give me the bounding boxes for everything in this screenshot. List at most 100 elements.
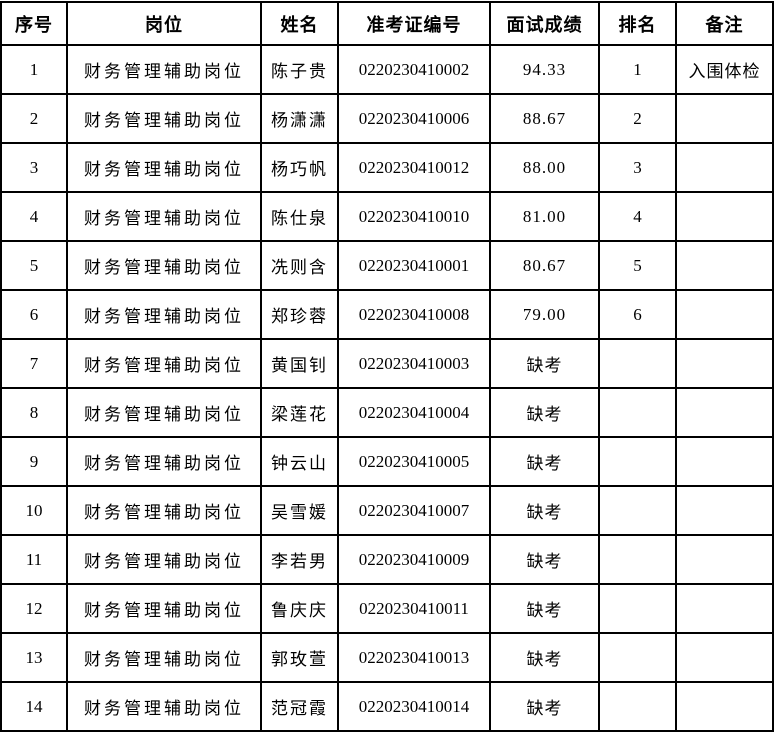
cell-exam-id: 0220230410004: [337, 387, 491, 438]
cell-remark: [675, 583, 774, 634]
cell-position: 财务管理辅助岗位: [66, 387, 262, 438]
cell-candidate-name: 范冠霞: [260, 681, 339, 732]
cell-rank: 2: [598, 93, 677, 144]
cell-exam-id: 0220230410012: [337, 142, 491, 193]
table-row: 2 财务管理辅助岗位 杨潇潇 0220230410006 88.67 2: [0, 93, 774, 144]
cell-rank: 4: [598, 191, 677, 242]
cell-rank: 3: [598, 142, 677, 193]
cell-row-number: 6: [0, 289, 68, 340]
cell-row-number: 3: [0, 142, 68, 193]
cell-interview-score: 88.00: [489, 142, 600, 193]
table-row: 13 财务管理辅助岗位 郭玫萱 0220230410013 缺考: [0, 632, 774, 683]
cell-row-number: 13: [0, 632, 68, 683]
cell-rank: [598, 534, 677, 585]
cell-rank: [598, 583, 677, 634]
cell-interview-score: 缺考: [489, 387, 600, 438]
cell-candidate-name: 吴雪媛: [260, 485, 339, 536]
cell-rank: [598, 632, 677, 683]
cell-interview-score: 81.00: [489, 191, 600, 242]
cell-position: 财务管理辅助岗位: [66, 534, 262, 585]
cell-candidate-name: 郑珍蓉: [260, 289, 339, 340]
cell-rank: 6: [598, 289, 677, 340]
cell-candidate-name: 鲁庆庆: [260, 583, 339, 634]
table-row: 1 财务管理辅助岗位 陈子贵 0220230410002 94.33 1 入围体检: [0, 44, 774, 95]
cell-exam-id: 0220230410003: [337, 338, 491, 389]
cell-remark: [675, 534, 774, 585]
cell-interview-score: 88.67: [489, 93, 600, 144]
header-cell-no: 序号: [0, 1, 68, 46]
cell-position: 财务管理辅助岗位: [66, 142, 262, 193]
cell-exam-id: 0220230410014: [337, 681, 491, 732]
cell-candidate-name: 陈子贵: [260, 44, 339, 95]
cell-row-number: 5: [0, 240, 68, 291]
cell-remark: [675, 142, 774, 193]
cell-rank: [598, 485, 677, 536]
cell-position: 财务管理辅助岗位: [66, 240, 262, 291]
cell-remark: [675, 681, 774, 732]
cell-position: 财务管理辅助岗位: [66, 485, 262, 536]
cell-position: 财务管理辅助岗位: [66, 583, 262, 634]
cell-interview-score: 缺考: [489, 485, 600, 536]
table-row: 9 财务管理辅助岗位 钟云山 0220230410005 缺考: [0, 436, 774, 487]
cell-exam-id: 0220230410013: [337, 632, 491, 683]
header-cell-score: 面试成绩: [489, 1, 600, 46]
cell-exam-id: 0220230410011: [337, 583, 491, 634]
cell-remark: [675, 338, 774, 389]
cell-interview-score: 94.33: [489, 44, 600, 95]
cell-remark: 入围体检: [675, 44, 774, 95]
cell-position: 财务管理辅助岗位: [66, 191, 262, 242]
table-body: 1 财务管理辅助岗位 陈子贵 0220230410002 94.33 1 入围体检 2 财务管理…: [0, 44, 774, 732]
cell-interview-score: 缺考: [489, 534, 600, 585]
cell-remark: [675, 191, 774, 242]
table-row: 14 财务管理辅助岗位 范冠霞 0220230410014 缺考: [0, 681, 774, 732]
cell-remark: [675, 240, 774, 291]
header-cell-position: 岗位: [66, 1, 262, 46]
cell-candidate-name: 陈仕泉: [260, 191, 339, 242]
table-row: 8 财务管理辅助岗位 梁莲花 0220230410004 缺考: [0, 387, 774, 438]
cell-rank: [598, 436, 677, 487]
header-cell-name: 姓名: [260, 1, 339, 46]
cell-row-number: 8: [0, 387, 68, 438]
cell-remark: [675, 632, 774, 683]
cell-exam-id: 0220230410005: [337, 436, 491, 487]
cell-exam-id: 0220230410010: [337, 191, 491, 242]
cell-rank: 1: [598, 44, 677, 95]
cell-candidate-name: 郭玫萱: [260, 632, 339, 683]
cell-remark: [675, 93, 774, 144]
cell-position: 财务管理辅助岗位: [66, 338, 262, 389]
cell-candidate-name: 梁莲花: [260, 387, 339, 438]
cell-interview-score: 缺考: [489, 632, 600, 683]
cell-interview-score: 缺考: [489, 338, 600, 389]
cell-position: 财务管理辅助岗位: [66, 289, 262, 340]
table-row: 7 财务管理辅助岗位 黄国钊 0220230410003 缺考: [0, 338, 774, 389]
table-row: 6 财务管理辅助岗位 郑珍蓉 0220230410008 79.00 6: [0, 289, 774, 340]
header-cell-rank: 排名: [598, 1, 677, 46]
cell-remark: [675, 387, 774, 438]
cell-interview-score: 79.00: [489, 289, 600, 340]
cell-row-number: 2: [0, 93, 68, 144]
cell-position: 财务管理辅助岗位: [66, 436, 262, 487]
cell-row-number: 10: [0, 485, 68, 536]
cell-row-number: 9: [0, 436, 68, 487]
cell-row-number: 1: [0, 44, 68, 95]
cell-remark: [675, 485, 774, 536]
cell-rank: [598, 387, 677, 438]
table-row: 11 财务管理辅助岗位 李若男 0220230410009 缺考: [0, 534, 774, 585]
cell-rank: [598, 338, 677, 389]
table-row: 4 财务管理辅助岗位 陈仕泉 0220230410010 81.00 4: [0, 191, 774, 242]
cell-row-number: 11: [0, 534, 68, 585]
cell-candidate-name: 杨巧帆: [260, 142, 339, 193]
cell-exam-id: 0220230410008: [337, 289, 491, 340]
cell-rank: 5: [598, 240, 677, 291]
cell-position: 财务管理辅助岗位: [66, 44, 262, 95]
table-row: 3 财务管理辅助岗位 杨巧帆 0220230410012 88.00 3: [0, 142, 774, 193]
cell-interview-score: 80.67: [489, 240, 600, 291]
cell-position: 财务管理辅助岗位: [66, 632, 262, 683]
header-cell-id: 准考证编号: [337, 1, 491, 46]
cell-candidate-name: 钟云山: [260, 436, 339, 487]
table-row: 10 财务管理辅助岗位 吴雪媛 0220230410007 缺考: [0, 485, 774, 536]
cell-row-number: 4: [0, 191, 68, 242]
cell-candidate-name: 李若男: [260, 534, 339, 585]
cell-position: 财务管理辅助岗位: [66, 681, 262, 732]
